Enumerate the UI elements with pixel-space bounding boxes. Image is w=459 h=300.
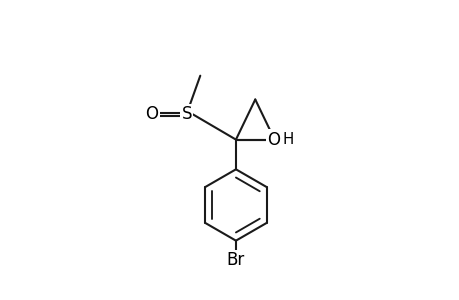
- Text: H: H: [282, 132, 293, 147]
- Text: S: S: [181, 105, 192, 123]
- Text: O: O: [267, 130, 280, 148]
- Text: O: O: [145, 105, 158, 123]
- Text: Br: Br: [226, 251, 245, 269]
